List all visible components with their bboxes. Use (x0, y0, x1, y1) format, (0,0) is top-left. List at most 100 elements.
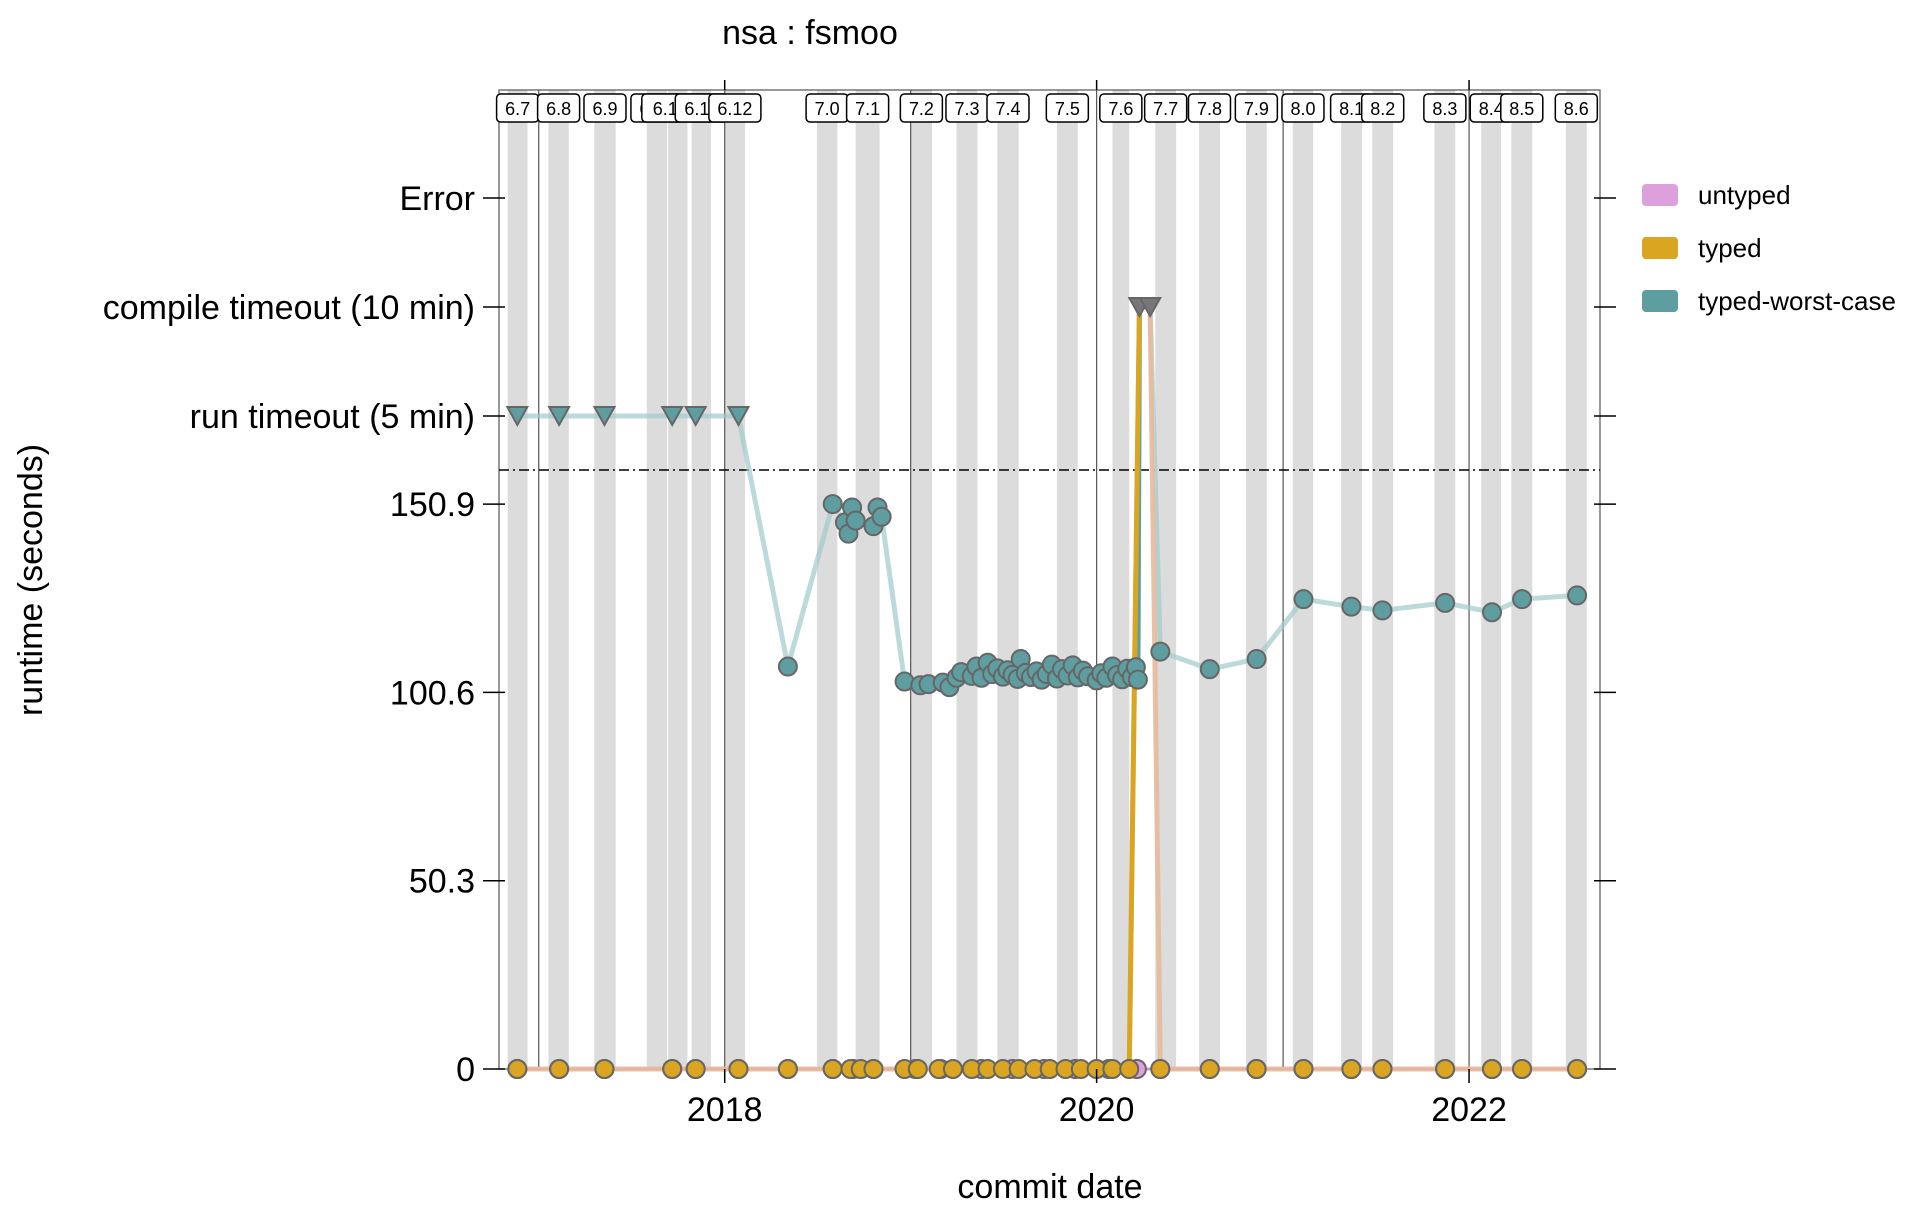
typed-point (1512, 1059, 1533, 1079)
x-axis: 2018 2020 2022 (687, 80, 1507, 1129)
release-label-box (708, 93, 762, 123)
typed-worst-case-point (777, 656, 798, 677)
typed-point (1372, 1059, 1393, 1079)
typed-worst-case-point (845, 510, 866, 531)
typed-point (907, 1059, 928, 1079)
release-label: 7.0 (815, 99, 840, 119)
x-axis-label: commit date (957, 1168, 1142, 1206)
release-band (1199, 90, 1220, 1069)
y-tick-label: 50.3 (409, 863, 475, 901)
release-label: 7.7 (1153, 99, 1178, 119)
typed-worst-case-point (1293, 589, 1314, 610)
release-label-box (1099, 93, 1143, 123)
legend-swatch (1642, 237, 1678, 259)
release-label-box (583, 93, 627, 123)
typed-worst-case-point (683, 406, 708, 428)
release-band (1155, 90, 1177, 1069)
release-label: 8.6 (1564, 99, 1589, 119)
release-label-box (1045, 93, 1090, 123)
release-label-box (1281, 93, 1325, 123)
release-label: 6.8 (546, 99, 571, 119)
typed-point (507, 1059, 528, 1079)
typed-point (1435, 1059, 1456, 1079)
release-band (594, 90, 616, 1069)
release-label: 8.4 (1479, 99, 1504, 119)
release-label-box (986, 93, 1030, 123)
typed-point (1481, 1059, 1502, 1079)
release-label: 8.1 (1339, 99, 1364, 119)
release-label-box (1360, 93, 1405, 123)
release-band (1341, 90, 1363, 1069)
legend-swatch (1642, 290, 1678, 312)
typed-worst-case-point (1372, 600, 1393, 621)
release-label: 7.8 (1197, 99, 1222, 119)
typed-worst-case-point (1435, 592, 1456, 613)
typed-point (1150, 1059, 1171, 1079)
typed-point (1341, 1059, 1362, 1079)
typed-worst-case-point (1199, 659, 1220, 680)
y-category-label: run timeout (5 min) (190, 398, 475, 436)
release-band (956, 90, 978, 1069)
typed-worst-case-point (1481, 602, 1502, 623)
release-band (548, 90, 569, 1069)
release-label: 6.7 (505, 99, 530, 119)
release-label-box (1143, 93, 1188, 123)
typed-point (728, 1059, 749, 1079)
typed-point (1138, 297, 1162, 319)
typed-point (1199, 1059, 1220, 1079)
typed-point (1119, 1059, 1140, 1079)
typed-point (662, 1059, 683, 1079)
y-axis: 0 50.3 100.6 150.9 run timeout (5 min) compil… (103, 180, 1616, 1089)
release-band (1565, 90, 1587, 1069)
typed-worst-case-point (547, 406, 571, 428)
legend: untyped typed typed-worst-case (1642, 180, 1896, 316)
release-band (1372, 90, 1394, 1069)
release-band (1292, 90, 1314, 1069)
chart-title: nsa : fsmoo (722, 14, 898, 52)
year-lines (538, 90, 1470, 1069)
typed-point (822, 1059, 843, 1079)
release-label: 8.5 (1509, 99, 1534, 119)
typed-point (1567, 1059, 1588, 1079)
typed-point (1102, 1059, 1123, 1079)
release-labels: 6.76.86.96.106.10.16.116.127.07.17.27.37… (495, 93, 1599, 123)
release-label-box (1187, 93, 1232, 123)
release-band (1481, 90, 1502, 1069)
release-band (816, 90, 838, 1069)
legend-swatch (1642, 184, 1678, 206)
y-tick-label: 150.9 (390, 486, 475, 524)
release-label: 6.12 (717, 99, 752, 119)
release-band (997, 90, 1019, 1069)
release-label: 8.3 (1432, 99, 1457, 119)
release-band (668, 90, 688, 1069)
typed-point (685, 1059, 706, 1079)
y-category-label: Error (399, 180, 475, 218)
release-label: 7.2 (909, 99, 934, 119)
y-tick-label: 100.6 (390, 674, 475, 712)
release-band (691, 90, 711, 1069)
typed-point (1293, 1059, 1314, 1079)
x-tick-label: 2018 (687, 1091, 763, 1129)
release-label-box (1554, 93, 1599, 123)
typed-worst-case-point (1341, 596, 1362, 617)
typed-worst-case-point (726, 406, 751, 428)
typed-worst-case-point (1150, 641, 1171, 662)
release-label: 6.9 (592, 99, 617, 119)
y-category-label: compile timeout (10 min) (103, 289, 475, 327)
release-label-box (899, 93, 944, 123)
typed-point (1246, 1059, 1267, 1079)
typed-worst-case-point (1512, 589, 1533, 610)
x-tick-label: 2020 (1059, 1091, 1135, 1129)
y-tick-label: 0 (456, 1051, 475, 1089)
y-axis-label: runtime (seconds) (12, 444, 50, 716)
release-label-box (1423, 93, 1467, 123)
release-label: 7.3 (954, 99, 979, 119)
legend-label: typed (1698, 233, 1762, 263)
release-band (646, 90, 668, 1069)
x-tick-label: 2022 (1431, 1091, 1507, 1129)
legend-label: typed-worst-case (1698, 286, 1896, 316)
release-label: 8.2 (1370, 99, 1395, 119)
typed-point (594, 1059, 615, 1079)
release-band (1112, 90, 1130, 1069)
